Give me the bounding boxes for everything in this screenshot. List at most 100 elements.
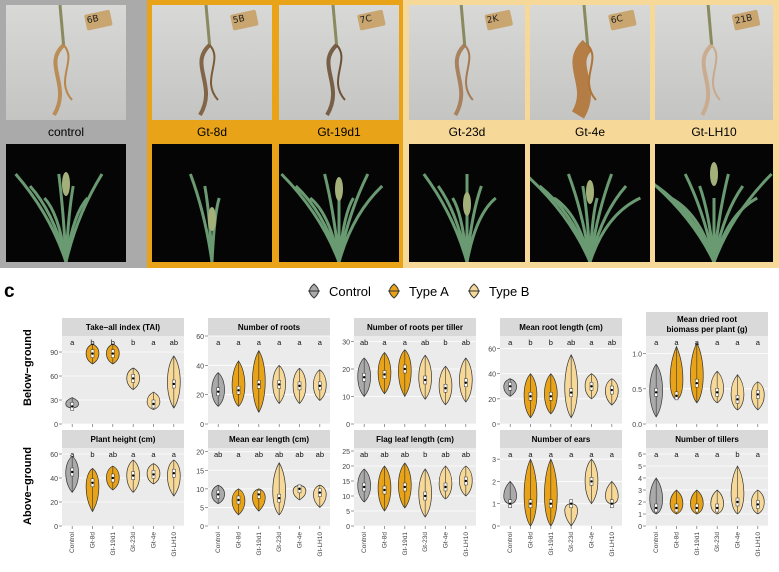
violin-Gt-LH10: [459, 358, 472, 402]
median-point: [404, 486, 406, 488]
significance-letter: a: [528, 450, 533, 459]
plant-sketch-0: [6, 144, 126, 262]
y-tick-label: 2: [492, 479, 496, 486]
significance-letter: ab: [316, 450, 324, 459]
x-tick-label: Gt-LH10: [171, 532, 178, 557]
x-tick-label: Gt-LH10: [463, 532, 470, 557]
significance-letter: a: [382, 338, 387, 347]
panel-letter-c: c: [4, 282, 15, 301]
violin-Gt-LH10: [751, 490, 764, 514]
violin-Gt-19d1: [252, 351, 265, 413]
chart-strip: [208, 318, 330, 336]
y-tick-label: 0: [638, 524, 642, 531]
violin-Gt-LH10: [167, 356, 180, 408]
chart-title: Mean ear length (cm): [229, 435, 309, 444]
chart-strip: [62, 430, 184, 448]
violin-Gt-LH10: [751, 382, 764, 410]
violin-box: [91, 350, 94, 358]
legend-typeB: Type B: [465, 283, 529, 299]
x-tick-label: Gt-23d: [422, 532, 429, 552]
significance-letter: a: [674, 450, 679, 459]
violin-Control: [650, 478, 663, 514]
y-tick-label: 40: [488, 372, 496, 379]
y-tick-label: 20: [196, 393, 204, 400]
y-tick-label: 90: [50, 350, 58, 357]
x-tick-label: Control: [361, 531, 368, 553]
legend-control-label: Control: [329, 284, 371, 299]
violin-box: [403, 483, 406, 491]
significance-letter: a: [756, 338, 761, 347]
y-tick-label: 0: [200, 524, 204, 531]
median-point: [590, 480, 592, 482]
median-point: [529, 503, 531, 505]
violin-Gt-19d1: [106, 466, 119, 490]
significance-letter: ab: [441, 450, 449, 459]
y-tick-label: 0: [492, 422, 496, 429]
violin-Control: [66, 456, 79, 492]
y-tick-label: 15: [342, 479, 350, 486]
significance-letter: a: [257, 338, 262, 347]
chart-panel-8: Number of ears 0 1 2 3 a Control a Gt-8d a Gt-19d1…: [492, 430, 622, 557]
median-point: [258, 383, 260, 385]
violin-Gt-23d: [711, 371, 724, 403]
x-tick-label: Gt-19d1: [402, 532, 409, 556]
significance-letter: a: [277, 338, 282, 347]
violin-Gt-LH10: [313, 485, 326, 507]
violin-box: [132, 374, 135, 382]
significance-letter: ab: [360, 450, 368, 459]
significance-letter: a: [508, 338, 513, 347]
median-point: [655, 507, 657, 509]
violin-Gt-4e: [585, 459, 598, 504]
chart-strip: [646, 312, 768, 336]
violin-box: [132, 472, 135, 480]
violin-Gt-4e: [439, 366, 452, 405]
median-point: [278, 383, 280, 385]
legend-typeA-violin-icon: [385, 283, 403, 299]
significance-letter: a: [756, 450, 761, 459]
significance-letter: a: [236, 338, 241, 347]
median-point: [258, 493, 260, 495]
median-point: [509, 503, 511, 505]
significance-letter: a: [151, 338, 156, 347]
y-tick-label: 10: [196, 487, 204, 494]
median-point: [716, 507, 718, 509]
violin-Gt-19d1: [398, 350, 411, 397]
significance-letter: a: [589, 338, 594, 347]
violin-Gt-23d: [711, 490, 724, 514]
violin-Gt-23d: [273, 463, 286, 515]
violin-Gt-4e: [147, 464, 160, 484]
median-point: [71, 405, 73, 407]
violin-box: [278, 494, 281, 502]
x-tick-label: Gt-4e: [151, 532, 158, 549]
root-sketch-3: [409, 5, 525, 120]
violin-box: [610, 386, 613, 394]
violin-box: [111, 350, 114, 358]
violin-Gt-23d: [127, 460, 140, 492]
median-point: [319, 385, 321, 387]
x-tick-label: Gt-19d1: [694, 532, 701, 556]
y-tick-label: 3: [492, 457, 496, 464]
violin-Gt-8d: [232, 361, 245, 406]
median-point: [383, 489, 385, 491]
violin-Gt-8d: [86, 344, 99, 364]
violin-box: [257, 380, 260, 388]
y-tick-label: 60: [196, 334, 204, 341]
violin-Gt-8d: [670, 490, 683, 514]
x-tick-label: Gt-4e: [735, 532, 742, 549]
y-tick-label: 20: [50, 500, 58, 507]
x-tick-label: Gt-19d1: [110, 532, 117, 556]
median-point: [217, 391, 219, 393]
root-sketch-2: [279, 5, 399, 120]
y-tick-label: 15: [196, 468, 204, 475]
violin-Control: [212, 485, 225, 504]
violin-box: [257, 490, 260, 498]
violin-Gt-4e: [293, 485, 306, 500]
chart-panel-9: Number of tillers 0 1 2 3 4 5 6 a Control a Gt-8d a G…: [638, 430, 768, 557]
median-point: [611, 503, 613, 505]
violin-box: [318, 489, 321, 497]
x-tick-label: Gt-LH10: [609, 532, 616, 557]
median-point: [424, 379, 426, 381]
median-point: [550, 395, 552, 397]
median-point: [716, 391, 718, 393]
